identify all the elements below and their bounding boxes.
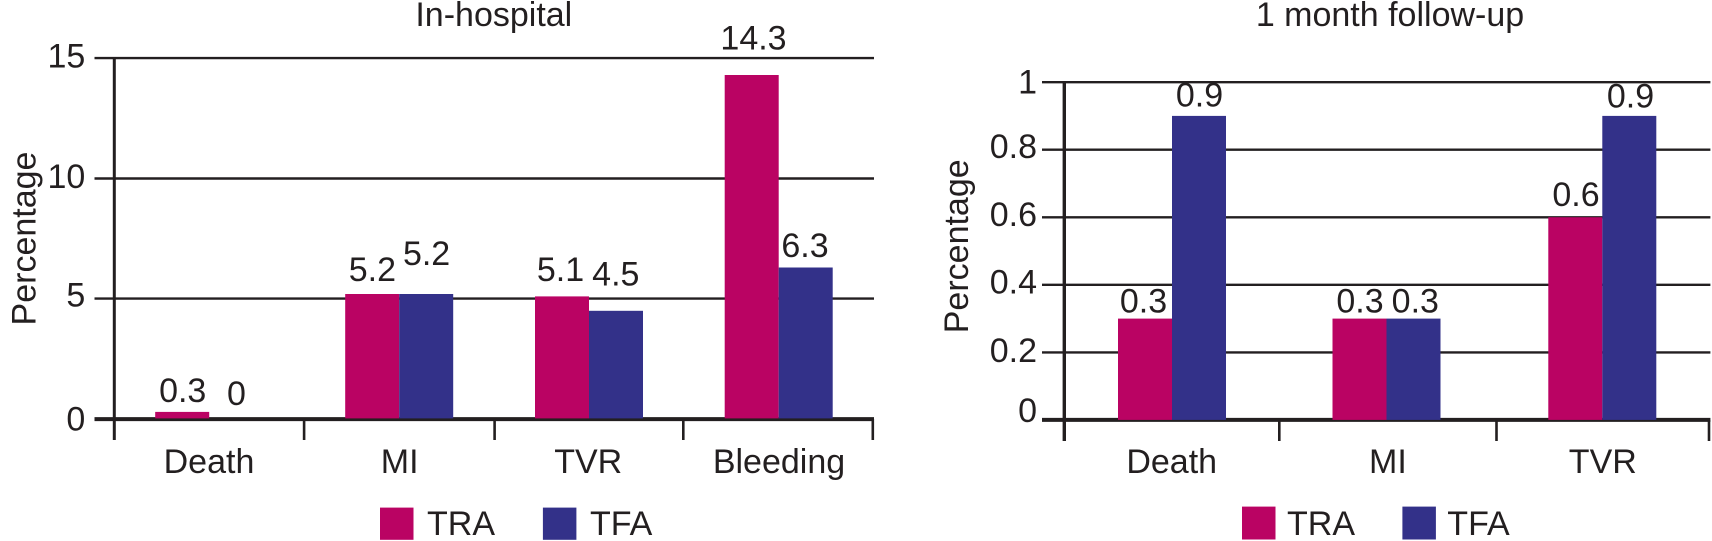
svg-text:0.2: 0.2	[990, 332, 1037, 370]
svg-text:5.2: 5.2	[403, 235, 450, 273]
svg-text:4.5: 4.5	[592, 255, 639, 293]
svg-text:5.1: 5.1	[537, 251, 584, 289]
svg-text:0.3: 0.3	[1392, 283, 1439, 321]
svg-text:0.9: 0.9	[1607, 78, 1654, 116]
svg-text:TFA: TFA	[590, 505, 653, 541]
svg-text:5: 5	[66, 277, 85, 315]
svg-text:0.6: 0.6	[1552, 176, 1599, 214]
svg-text:Death: Death	[1126, 443, 1217, 481]
svg-text:TFA: TFA	[1447, 505, 1510, 541]
svg-text:0: 0	[66, 401, 85, 439]
svg-text:Percentage: Percentage	[6, 152, 44, 326]
svg-text:0.3: 0.3	[1120, 283, 1167, 321]
svg-text:0.8: 0.8	[990, 128, 1037, 166]
svg-text:TRA: TRA	[427, 505, 495, 541]
svg-text:15: 15	[47, 37, 85, 75]
svg-text:0.3: 0.3	[159, 372, 206, 410]
svg-text:Bleeding: Bleeding	[713, 443, 845, 481]
svg-text:Percentage: Percentage	[938, 159, 976, 333]
svg-text:6.3: 6.3	[781, 227, 828, 265]
svg-text:0: 0	[227, 375, 246, 413]
svg-text:5.2: 5.2	[349, 251, 396, 289]
svg-text:1: 1	[1018, 63, 1037, 101]
svg-text:10: 10	[47, 158, 85, 196]
svg-text:MI: MI	[1369, 443, 1407, 481]
svg-text:TVR: TVR	[1569, 443, 1637, 481]
svg-text:0.6: 0.6	[990, 196, 1037, 234]
svg-text:TVR: TVR	[554, 443, 622, 481]
svg-text:14.3: 14.3	[720, 19, 786, 57]
svg-text:0: 0	[1018, 392, 1037, 430]
svg-text:Death: Death	[164, 443, 255, 481]
svg-text:0.9: 0.9	[1176, 76, 1223, 114]
svg-text:TRA: TRA	[1287, 505, 1355, 541]
svg-text:In-hospital: In-hospital	[415, 0, 572, 34]
svg-text:0.3: 0.3	[1336, 283, 1383, 321]
svg-text:0.4: 0.4	[990, 263, 1037, 301]
svg-text:1 month follow-up: 1 month follow-up	[1256, 0, 1524, 34]
svg-text:MI: MI	[381, 443, 419, 481]
